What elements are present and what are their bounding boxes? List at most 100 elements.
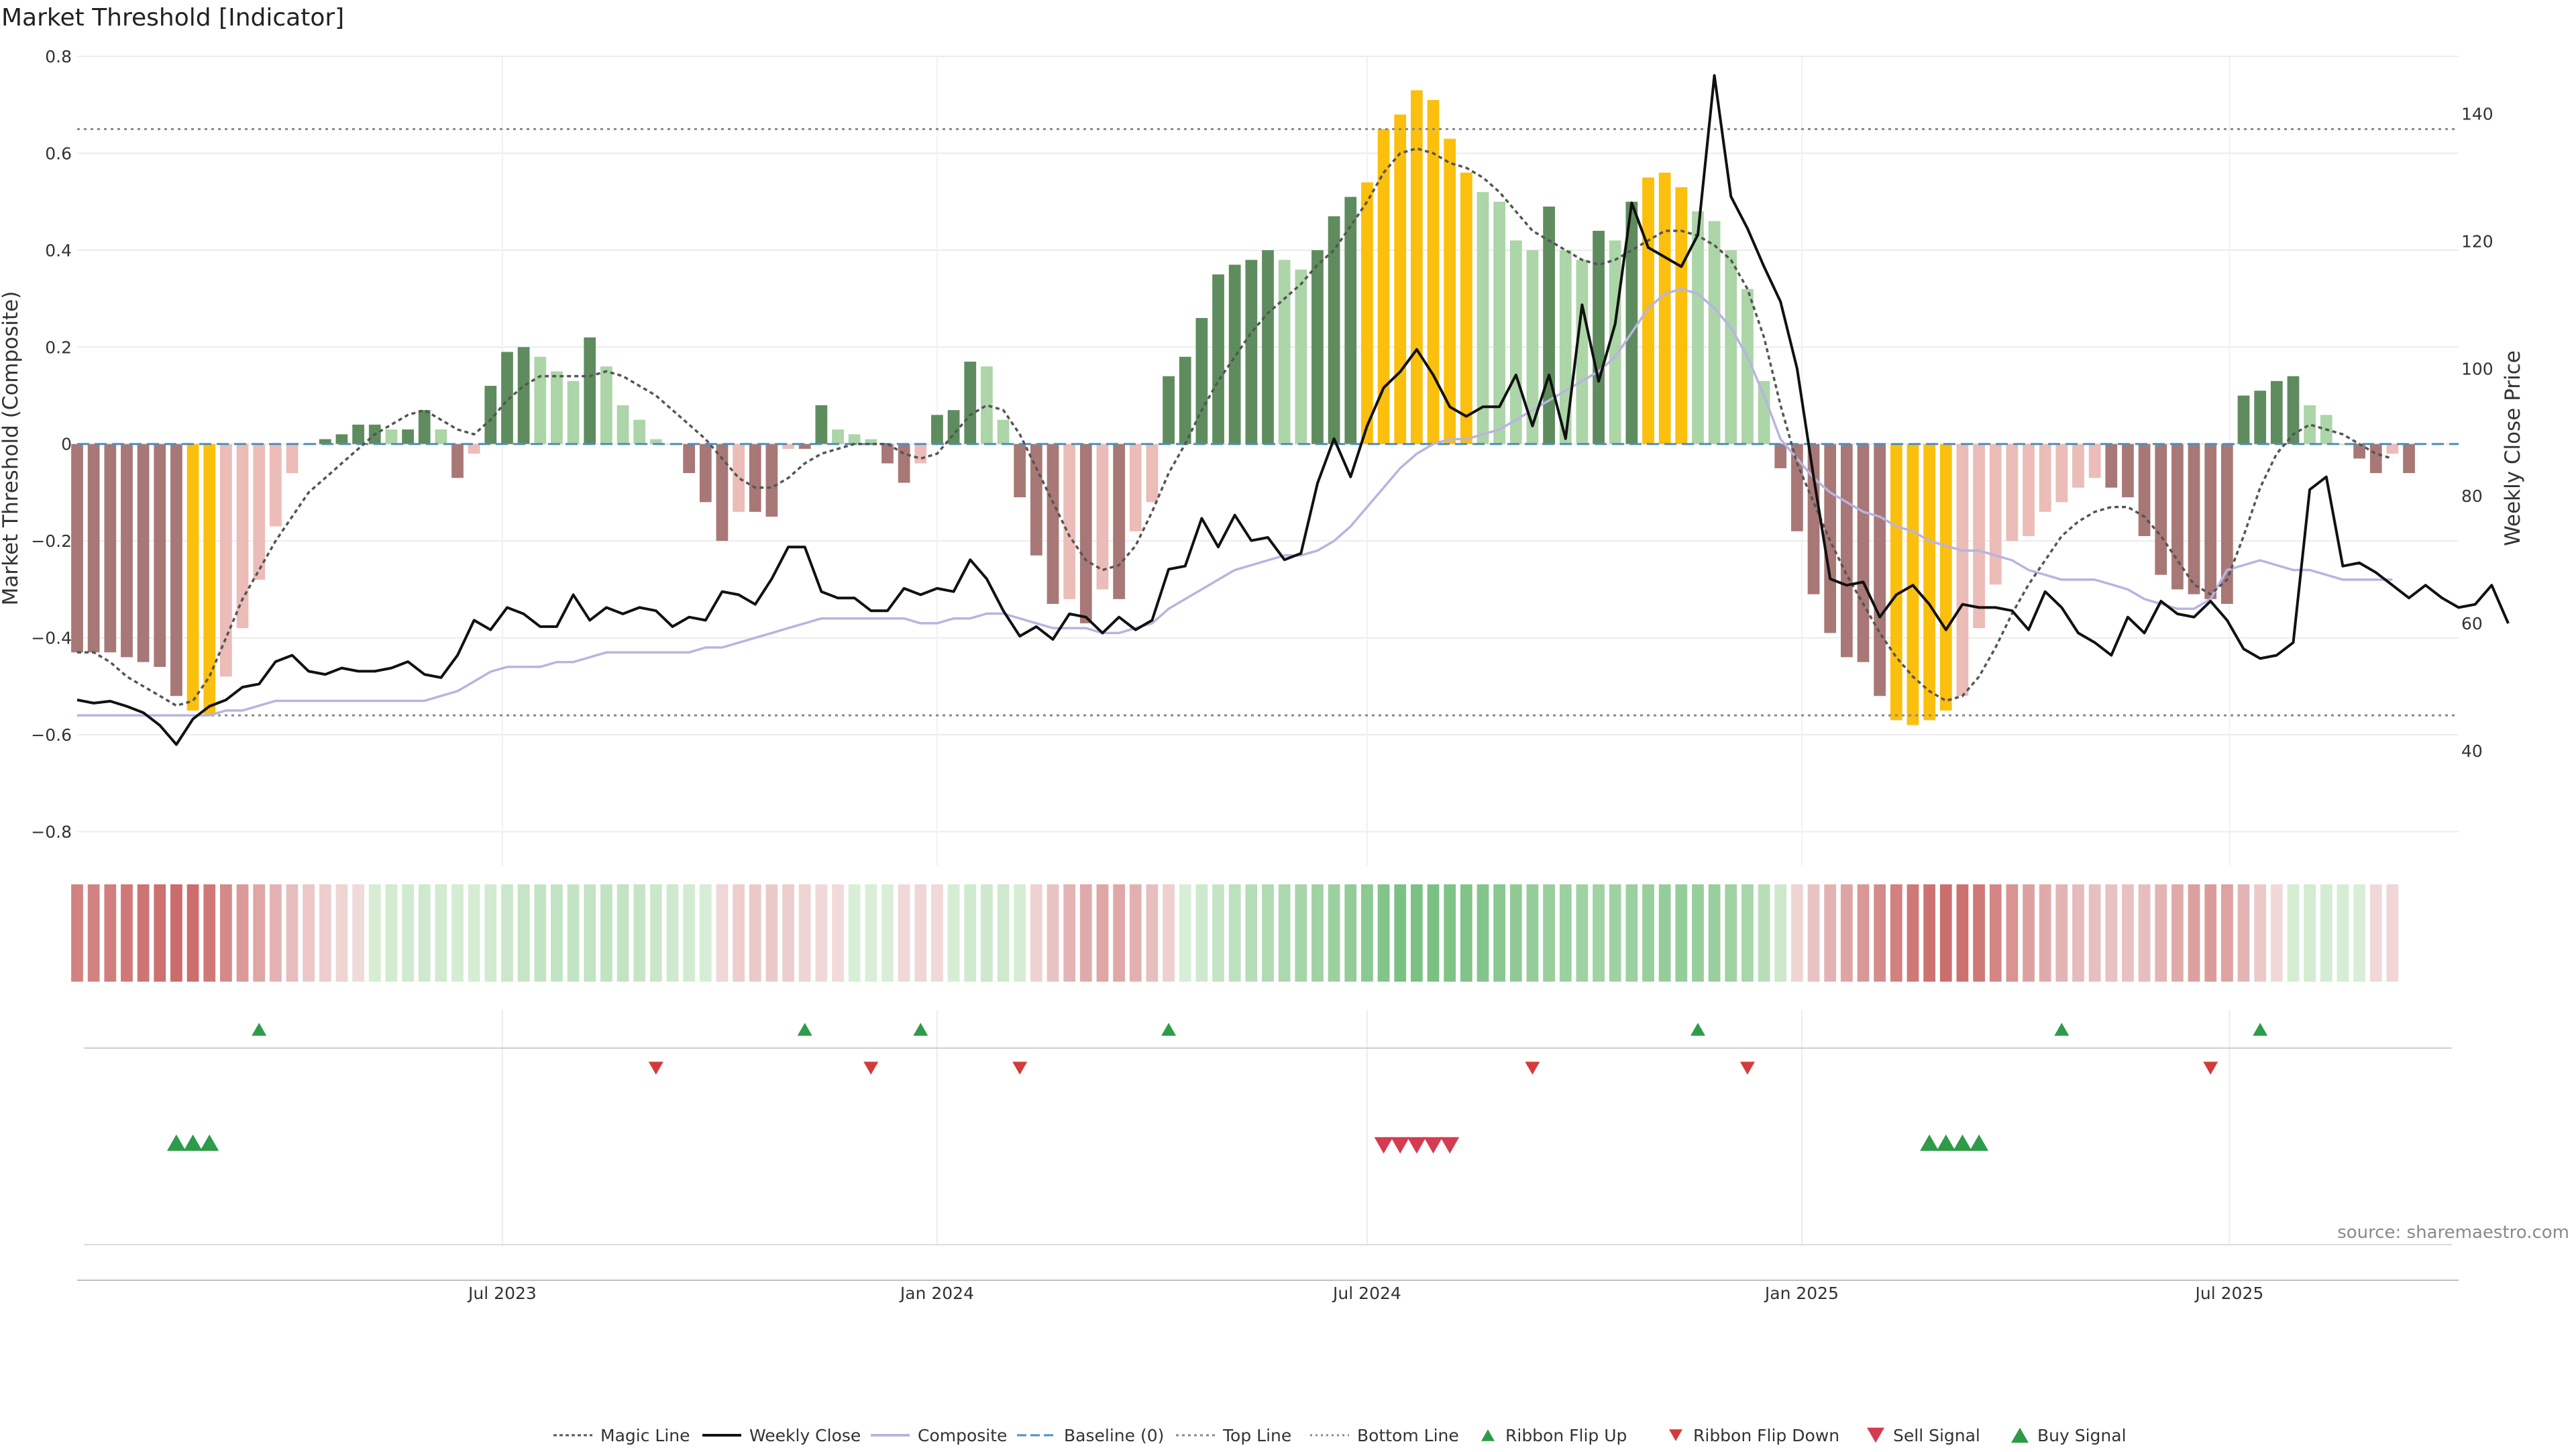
ribbon-cell bbox=[699, 884, 712, 982]
magic-line bbox=[77, 147, 2393, 707]
ribbon-flip-down-marker bbox=[1012, 1061, 1028, 1075]
ribbon-strip bbox=[71, 884, 2399, 982]
ribbon-cell bbox=[1427, 884, 1440, 982]
composite-bar bbox=[1509, 240, 1522, 444]
ribbon-cell bbox=[2353, 884, 2365, 982]
composite-bar bbox=[881, 444, 894, 464]
ribbon-cell bbox=[154, 884, 166, 982]
ribbon-cell bbox=[2270, 884, 2283, 982]
buy-signal-marker bbox=[1920, 1134, 1939, 1151]
sell-signal-marker bbox=[1424, 1137, 1443, 1154]
ribbon-cell bbox=[303, 884, 315, 982]
ribbon-cell bbox=[1377, 884, 1390, 982]
ribbon-cell bbox=[1642, 884, 1654, 982]
composite-bar bbox=[1460, 172, 1472, 444]
ribbon-flip-up-marker bbox=[252, 1023, 267, 1036]
composite-bar bbox=[981, 366, 993, 444]
ribbon-cell bbox=[402, 884, 414, 982]
legend-item: Baseline (0) bbox=[1017, 1426, 1164, 1445]
composite-bar bbox=[964, 361, 977, 444]
ribbon-cell bbox=[584, 884, 596, 982]
composite-bar bbox=[1295, 269, 1307, 444]
composite-bar bbox=[931, 415, 943, 444]
sell-signal-marker bbox=[1391, 1137, 1410, 1154]
ribbon-cell bbox=[1543, 884, 1555, 982]
legend-item: Ribbon Flip Down bbox=[1669, 1426, 1839, 1445]
ribbon-cell bbox=[1146, 884, 1159, 982]
composite-bar bbox=[2270, 380, 2283, 444]
ribbon-cell bbox=[1791, 884, 1803, 982]
ribbon-cell bbox=[2105, 884, 2118, 982]
ribbon-cell bbox=[1262, 884, 1274, 982]
legend-label: Top Line bbox=[1222, 1426, 1291, 1445]
ribbon-cell bbox=[1493, 884, 1506, 982]
ribbon-cell bbox=[1807, 884, 1820, 982]
ribbon-cell bbox=[1675, 884, 1688, 982]
composite-bar bbox=[898, 444, 910, 483]
legend-swatch bbox=[1481, 1429, 1495, 1441]
composite-bar bbox=[2105, 444, 2118, 488]
ribbon-cell bbox=[1973, 884, 1985, 982]
composite-bar bbox=[749, 444, 761, 512]
ribbon-cell bbox=[1758, 884, 1770, 982]
composite-bar bbox=[1609, 240, 1621, 444]
sell-signal-marker bbox=[1440, 1137, 1460, 1154]
x-tick-label: Jan 2024 bbox=[899, 1284, 974, 1303]
composite-bar bbox=[1725, 250, 1737, 444]
composite-bar bbox=[1774, 444, 1787, 468]
ribbon-cell bbox=[1509, 884, 1522, 982]
ribbon-cell bbox=[1046, 884, 1059, 982]
composite-bar bbox=[2155, 444, 2167, 575]
ribbon-cell bbox=[451, 884, 464, 982]
ribbon-cell bbox=[981, 884, 993, 982]
composite-bar bbox=[832, 429, 844, 444]
composite-bar bbox=[2072, 444, 2084, 488]
composite-bar bbox=[600, 366, 612, 444]
composite-bar bbox=[782, 444, 794, 449]
ribbon-cell bbox=[121, 884, 133, 982]
ribbon-cell bbox=[1295, 884, 1307, 982]
ribbon-cell bbox=[418, 884, 431, 982]
legend-item: Top Line bbox=[1176, 1426, 1291, 1445]
composite-bar bbox=[848, 434, 861, 444]
composite-bar bbox=[733, 444, 745, 512]
ribbon-cell bbox=[1989, 884, 2002, 982]
composite-bar bbox=[286, 444, 299, 474]
ribbon-cell bbox=[1939, 884, 1952, 982]
ribbon-cell bbox=[385, 884, 398, 982]
ribbon-cell bbox=[253, 884, 266, 982]
ribbon-cell bbox=[1526, 884, 1539, 982]
ribbon-cell bbox=[170, 884, 182, 982]
ribbon-cell bbox=[2006, 884, 2019, 982]
ribbon-cell bbox=[2237, 884, 2250, 982]
ribbon-cell bbox=[1593, 884, 1605, 982]
ribbon-cell bbox=[1245, 884, 1258, 982]
ribbon-cell bbox=[2337, 884, 2349, 982]
ribbon-flip-up-marker bbox=[913, 1023, 928, 1036]
legend-item: Buy Signal bbox=[2011, 1426, 2127, 1445]
composite-bar bbox=[385, 429, 398, 444]
composite-bar bbox=[2287, 376, 2300, 444]
ribbon-cell bbox=[2220, 884, 2233, 982]
ribbon-cell bbox=[600, 884, 612, 982]
ribbon-cell bbox=[1956, 884, 1969, 982]
ribbon-cell bbox=[616, 884, 629, 982]
legend-label: Bottom Line bbox=[1357, 1426, 1459, 1445]
ribbon-cell bbox=[551, 884, 563, 982]
x-tick-label: Jan 2025 bbox=[1764, 1284, 1839, 1303]
series-lines bbox=[76, 74, 2510, 746]
ribbon-cell bbox=[914, 884, 927, 982]
x-tick-label: Jul 2025 bbox=[2194, 1284, 2264, 1303]
legend-label: Baseline (0) bbox=[1064, 1426, 1164, 1445]
composite-bar bbox=[1576, 260, 1589, 444]
composite-bar bbox=[534, 356, 547, 444]
chart-title: Market Threshold [Indicator] bbox=[1, 4, 344, 32]
ribbon-flip-up-marker bbox=[2253, 1023, 2268, 1036]
ribbon-cell bbox=[898, 884, 910, 982]
ribbon-cell bbox=[848, 884, 861, 982]
composite-bar bbox=[1212, 274, 1224, 444]
composite-bar bbox=[649, 439, 662, 444]
x-tick-label: Jul 2024 bbox=[1332, 1284, 1401, 1303]
ribbon-flip-up-marker bbox=[797, 1023, 812, 1036]
